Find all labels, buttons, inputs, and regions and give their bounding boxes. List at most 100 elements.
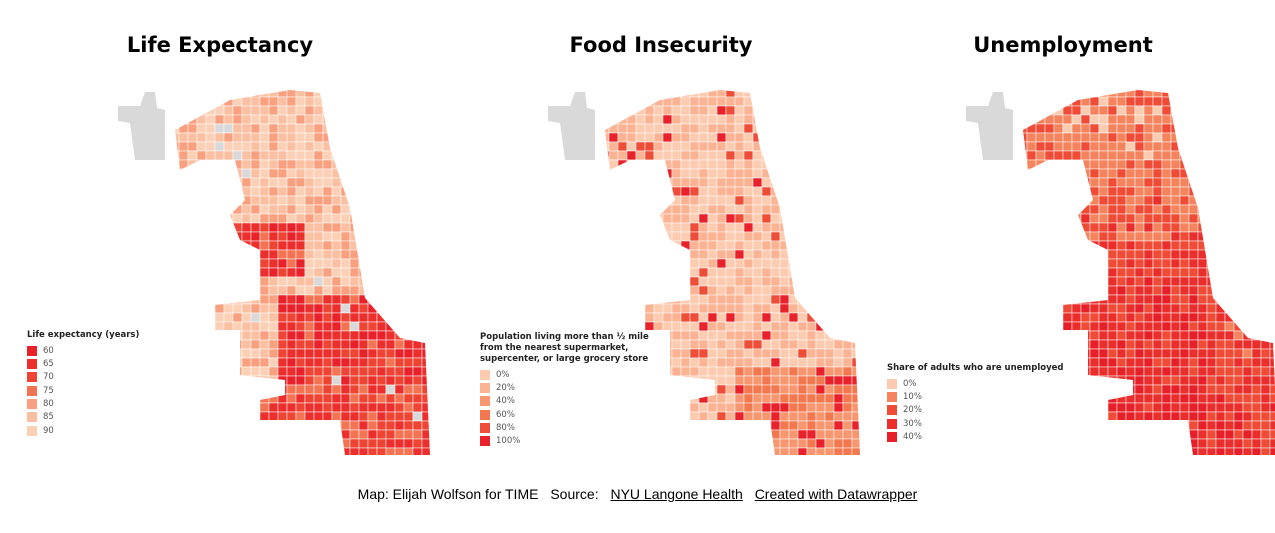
tract	[1269, 168, 1275, 179]
tract	[662, 150, 673, 161]
tract	[1098, 231, 1109, 242]
tract	[268, 105, 279, 116]
tract	[322, 177, 333, 188]
tract	[313, 90, 324, 98]
tract	[1044, 96, 1055, 107]
tract	[770, 204, 781, 215]
tract	[175, 438, 180, 449]
tract	[403, 222, 414, 233]
tract	[707, 447, 718, 455]
tract	[178, 420, 189, 431]
tract	[313, 438, 324, 449]
tract	[331, 249, 342, 260]
tract	[187, 375, 198, 386]
tract	[743, 90, 754, 98]
tract	[250, 195, 261, 206]
tract	[680, 294, 691, 305]
tract	[653, 114, 664, 125]
tract	[716, 231, 727, 242]
tract	[1044, 90, 1055, 98]
tract	[1269, 339, 1275, 350]
tract	[1053, 213, 1064, 224]
tract	[367, 294, 378, 305]
tract	[295, 276, 306, 287]
tract	[214, 375, 225, 386]
tract	[635, 321, 646, 332]
tract	[1179, 141, 1190, 152]
tract	[187, 132, 198, 143]
tract	[1099, 457, 1108, 458]
tract	[734, 213, 745, 224]
tract	[1053, 240, 1064, 251]
tract	[1242, 366, 1253, 377]
tract	[1206, 375, 1217, 386]
tract	[770, 213, 781, 224]
tract	[734, 366, 745, 377]
tract	[250, 123, 261, 134]
tract	[367, 348, 378, 359]
tract	[1233, 276, 1244, 287]
tract	[385, 204, 396, 215]
source-link[interactable]: NYU Langone Health	[610, 486, 743, 502]
tract	[653, 186, 664, 197]
tract	[1116, 384, 1127, 395]
tract	[680, 438, 691, 449]
tract	[707, 204, 718, 215]
tract	[1233, 267, 1244, 278]
tract	[232, 177, 243, 188]
tract	[313, 204, 324, 215]
tract	[1023, 231, 1028, 242]
tract	[1143, 240, 1154, 251]
tract	[196, 438, 207, 449]
tract	[1242, 258, 1253, 269]
tract	[367, 429, 378, 440]
tract	[1188, 168, 1199, 179]
tract	[277, 312, 288, 323]
tract	[1197, 186, 1208, 197]
tract	[367, 90, 378, 98]
tract	[635, 96, 646, 107]
tract	[1044, 123, 1055, 134]
tract	[1098, 222, 1109, 233]
tract	[1170, 375, 1181, 386]
tract	[689, 240, 700, 251]
tract	[223, 339, 234, 350]
tract	[1125, 339, 1136, 350]
tract	[268, 132, 279, 143]
tract	[725, 447, 736, 455]
tract	[340, 90, 351, 98]
tract	[277, 411, 288, 422]
tract	[798, 457, 807, 458]
tract	[178, 222, 189, 233]
tract	[788, 393, 799, 404]
tract	[743, 213, 754, 224]
tract	[331, 357, 342, 368]
tract	[331, 438, 342, 449]
tract	[1206, 249, 1217, 260]
tract	[1215, 420, 1226, 431]
tract	[1188, 420, 1199, 431]
tract	[1116, 159, 1127, 170]
tract	[707, 213, 718, 224]
tract	[412, 159, 423, 170]
tract	[752, 429, 763, 440]
tract	[349, 339, 360, 350]
tract	[605, 114, 610, 125]
datawrapper-link[interactable]: Created with Datawrapper	[754, 486, 918, 502]
tract	[1188, 204, 1199, 215]
tract	[626, 159, 637, 170]
tract	[1026, 249, 1037, 260]
tract	[223, 90, 234, 98]
tract	[1152, 438, 1163, 449]
tract	[1071, 303, 1082, 314]
tract	[734, 393, 745, 404]
tract	[618, 457, 627, 458]
tract	[1207, 457, 1216, 458]
tract	[1179, 393, 1190, 404]
tract	[403, 90, 414, 98]
tract	[806, 267, 817, 278]
tract	[1107, 141, 1118, 152]
tract	[1197, 249, 1208, 260]
tract	[250, 330, 261, 341]
tract	[1143, 222, 1154, 233]
